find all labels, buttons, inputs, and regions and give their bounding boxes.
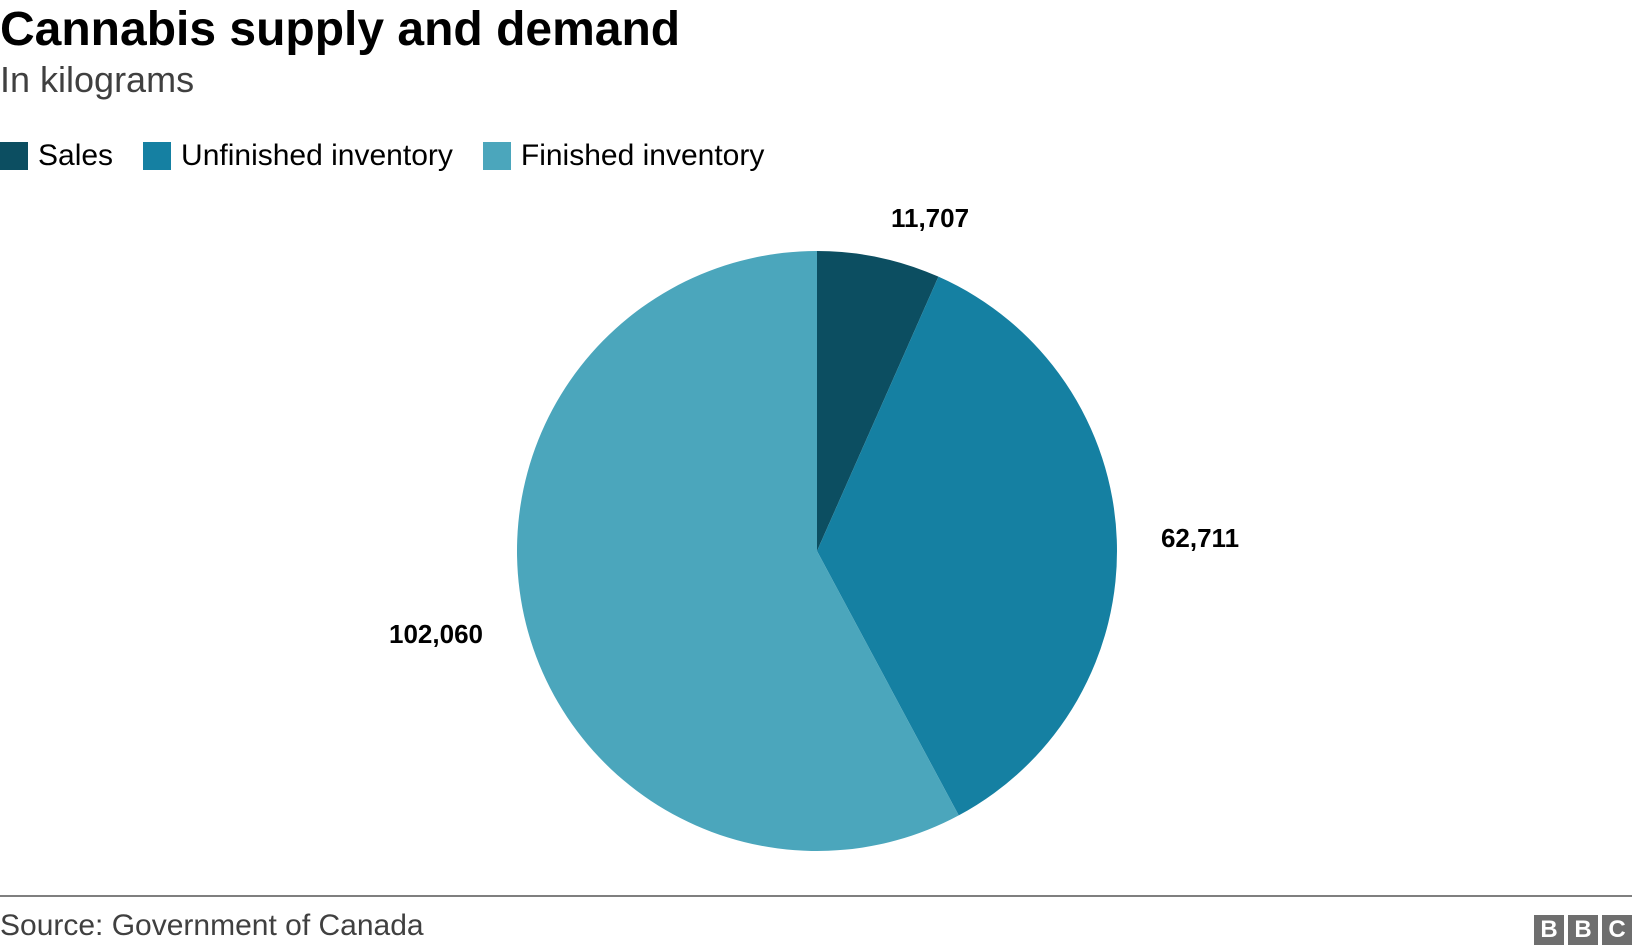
source-text: Source: Government of Canada xyxy=(0,909,424,942)
chart-title: Cannabis supply and demand xyxy=(0,3,681,56)
pie-chart: 11,707 62,711 102,060 xyxy=(389,203,1239,851)
legend-item-unfinished-inventory: Unfinished inventory xyxy=(143,138,453,174)
bbc-logo: B B C xyxy=(1530,915,1632,945)
pie-slice-finished-inventory xyxy=(517,251,959,851)
legend-swatch-finished-inventory xyxy=(482,142,511,170)
slice-label-sales: 11,707 xyxy=(891,203,969,233)
pie-slices xyxy=(517,251,1118,851)
bbc-logo-letter: B xyxy=(1534,915,1564,945)
legend: Sales Unfinished inventory Finished inve… xyxy=(0,136,794,176)
footer-divider xyxy=(0,895,1632,897)
legend-label-finished-inventory: Finished inventory xyxy=(520,139,765,172)
slice-label-finished-inventory: 102,060 xyxy=(389,619,483,649)
chart-subtitle: In kilograms xyxy=(0,59,195,100)
bbc-logo-letter: C xyxy=(1602,915,1632,945)
legend-label-sales: Sales xyxy=(38,139,114,172)
pie-slice-sales xyxy=(817,251,939,551)
bbc-logo-letter: B xyxy=(1568,915,1598,945)
legend-swatch-unfinished-inventory xyxy=(143,142,172,170)
legend-item-finished-inventory: Finished inventory xyxy=(482,138,765,174)
legend-item-sales: Sales xyxy=(0,138,113,174)
pie-slice-unfinished-inventory xyxy=(817,276,1118,816)
slice-label-unfinished-inventory: 62,711 xyxy=(1161,523,1239,553)
pie-labels: 11,707 62,711 102,060 xyxy=(389,203,1239,649)
legend-swatch-sales xyxy=(0,142,28,170)
legend-label-unfinished-inventory: Unfinished inventory xyxy=(181,139,453,172)
